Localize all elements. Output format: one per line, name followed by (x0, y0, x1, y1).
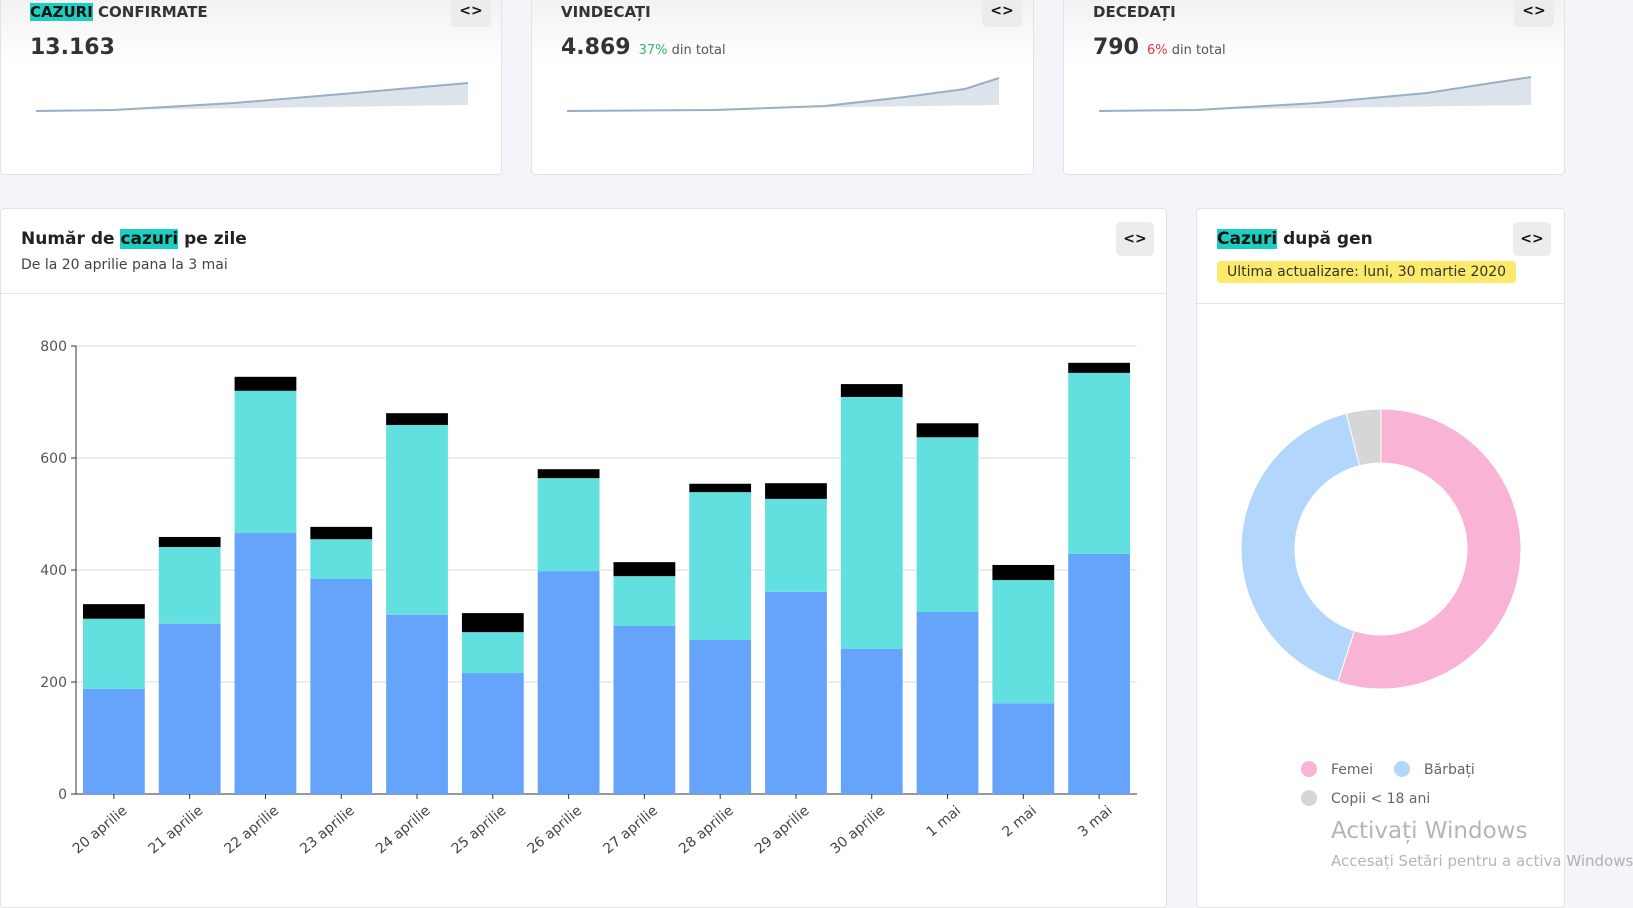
bar-segment (765, 483, 827, 499)
bar-segment (992, 703, 1055, 794)
embed-code-button[interactable]: <> (1514, 0, 1554, 27)
x-tick-label: 28 aprilie (676, 803, 737, 858)
kpi-value: 13.163 (30, 35, 115, 60)
kpi-value: 4.869 (561, 35, 631, 60)
bar-segment (613, 626, 676, 794)
donut-chart: Femei Bărbați Copii < 18 ani (1240, 408, 1522, 807)
x-tick-label: 1 mai (924, 803, 965, 841)
legend-marker (1301, 761, 1317, 777)
legend-label: Copii < 18 ani (1331, 791, 1430, 807)
bar-segment (158, 623, 221, 794)
bar-segment (310, 539, 373, 579)
x-tick-label: 2 mai (999, 803, 1040, 841)
bar-segment (537, 478, 600, 572)
bar-segment (613, 576, 676, 626)
bar-segment (1068, 553, 1130, 794)
donut-slice (1240, 412, 1361, 683)
kpi-card-deceased: DECEDAȚI 790 6% din total <> (1063, 0, 1565, 175)
y-tick-label: 800 (40, 339, 67, 355)
bar-segment (461, 673, 524, 794)
x-tick-label: 23 aprilie (297, 803, 358, 858)
bar-segment (916, 423, 979, 438)
bar-segment (1068, 372, 1130, 554)
bar-segment (689, 640, 752, 794)
bar-segment (537, 571, 600, 794)
bar-segment (461, 613, 524, 633)
bar-segment (386, 614, 448, 794)
y-tick-label: 0 (58, 787, 67, 803)
x-tick-label: 27 aprilie (600, 803, 661, 858)
bar-segment (689, 483, 752, 493)
x-tick-label: 24 aprilie (373, 803, 434, 858)
legend-marker (1394, 761, 1410, 777)
panel-title: Cazuri după gen (1217, 229, 1373, 249)
kpi-card-confirmed: CAZURI CONFIRMATE 13.163 <> (0, 0, 502, 175)
stacked-bar-chart: 0 200 400 600 800 20 aprilie 21 aprilie 22 apri… (40, 339, 1137, 858)
sparkline (566, 77, 1000, 112)
legend-label: Bărbați (1424, 762, 1475, 778)
bar-segment (158, 536, 221, 548)
x-tick-label: 3 mai (1075, 803, 1116, 841)
x-tick-label: 26 aprilie (525, 803, 586, 858)
bar-segment (310, 578, 373, 794)
y-tick-label: 200 (40, 675, 67, 691)
kpi-title: VINDECAȚI (561, 3, 651, 21)
x-tick-label: 25 aprilie (449, 803, 510, 858)
bar-segment (992, 564, 1055, 581)
bar-segment (310, 526, 373, 540)
embed-code-button[interactable]: <> (1513, 222, 1551, 256)
embed-code-button[interactable]: <> (982, 0, 1022, 27)
bar-segment (386, 424, 448, 615)
bar-segment (840, 648, 903, 794)
bar-segment (840, 396, 903, 649)
panel-title: Număr de cazuri pe zile (21, 229, 247, 249)
kpi-card-recovered: VINDECAȚI 4.869 37% din total <> (531, 0, 1034, 175)
kpi-title: DECEDAȚI (1093, 3, 1176, 21)
gender-panel: Cazuri după gen Ultima actualizare: luni… (1196, 208, 1565, 908)
embed-code-button[interactable]: <> (451, 0, 491, 27)
bar-segment (916, 437, 979, 612)
bar-segment (1068, 362, 1130, 373)
donut-slice (1345, 408, 1382, 467)
legend-label: Femei (1331, 762, 1373, 778)
bar-segment (613, 562, 676, 577)
bar-segment (992, 580, 1055, 704)
x-tick-label: 20 aprilie (70, 803, 131, 858)
bar-segment (689, 492, 752, 640)
last-update-badge: Ultima actualizare: luni, 30 martie 2020 (1217, 261, 1517, 283)
bar-segment (765, 498, 827, 592)
kpi-title: CAZURI CONFIRMATE (30, 3, 208, 21)
donut-slice (1337, 408, 1522, 690)
bar-segment (234, 533, 297, 794)
bar-segment (234, 390, 297, 534)
x-tick-label: 21 aprilie (146, 803, 207, 858)
bar-segment (158, 547, 221, 624)
bar-segment (840, 384, 903, 397)
bar-segment (83, 604, 145, 619)
x-tick-label: 29 aprilie (752, 803, 813, 858)
bar-segment (461, 632, 524, 674)
y-tick-label: 400 (40, 563, 67, 579)
x-tick-label: 30 aprilie (828, 803, 889, 858)
bar-segment (386, 413, 448, 425)
bar-segment (83, 688, 145, 794)
x-tick-label: 22 aprilie (221, 803, 282, 858)
daily-cases-panel: Număr de cazuri pe zile De la 20 aprilie… (0, 208, 1167, 908)
bar-segment (537, 469, 600, 479)
panel-subtitle: De la 20 aprilie pana la 3 mai (21, 257, 228, 273)
bar-segment (916, 612, 979, 794)
legend-marker (1301, 790, 1317, 806)
kpi-value: 790 (1093, 35, 1139, 60)
sparkline (1098, 76, 1532, 112)
bar-segment (234, 376, 297, 391)
sparkline (35, 82, 469, 112)
bar-segment (83, 618, 145, 689)
bar-segment (765, 591, 827, 794)
embed-code-button[interactable]: <> (1116, 222, 1154, 256)
y-tick-label: 600 (40, 451, 67, 467)
